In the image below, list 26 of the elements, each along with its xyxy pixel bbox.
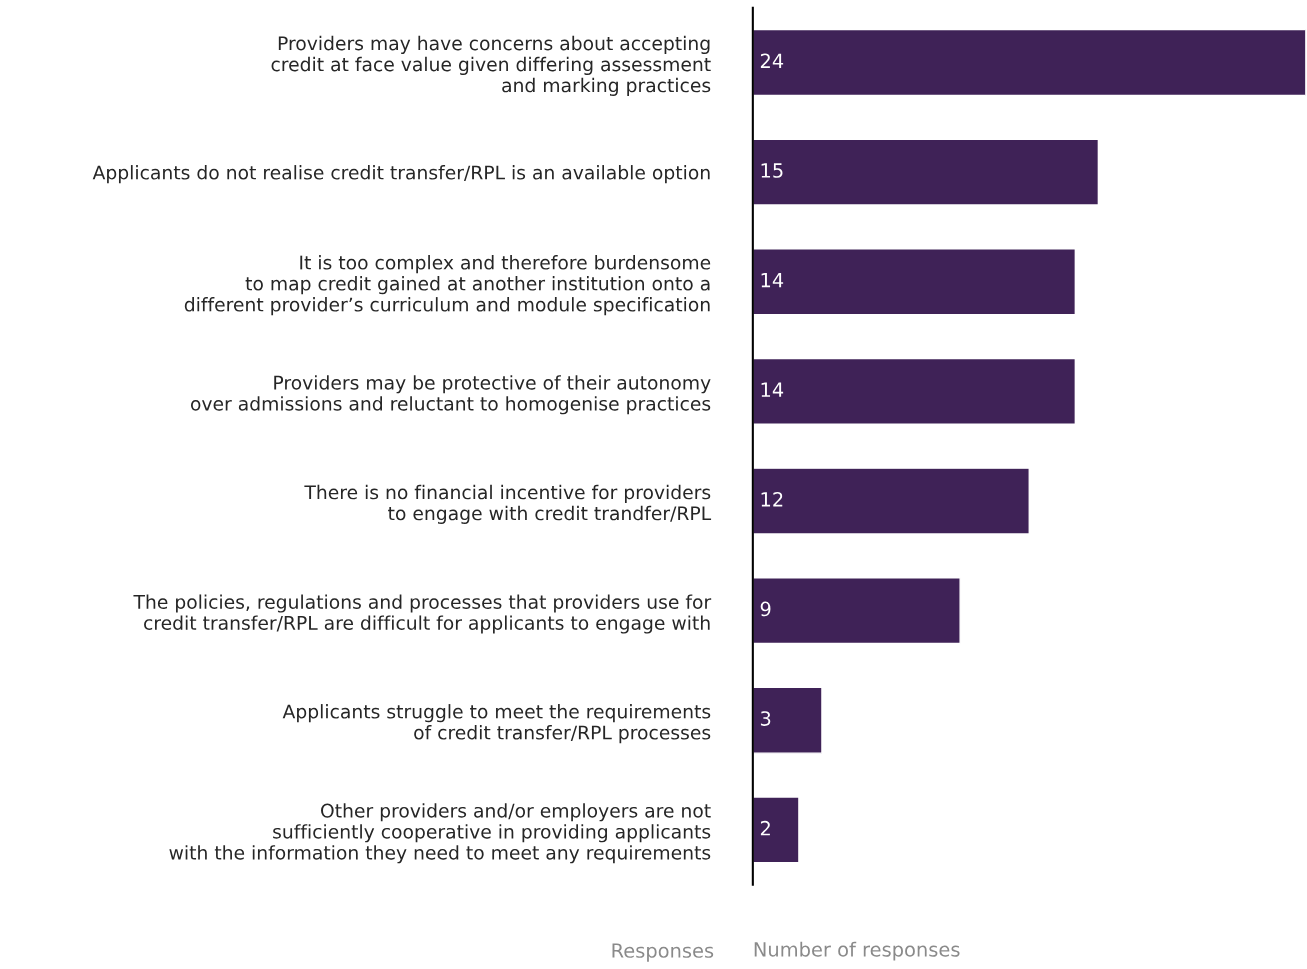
bar xyxy=(752,577,961,645)
data-label: 15 xyxy=(761,163,783,178)
y-tick-label: The policies, regulations and processes that providers use for credit transfer/RPL are difficult for applicants to engage with xyxy=(133,594,712,634)
y-tick-label: Other providers and/or employers are not sufficiently cooperative in providing applicants with the information they need to meet any requirements xyxy=(169,803,711,864)
bar xyxy=(752,28,1306,97)
data-label: 3 xyxy=(760,711,771,726)
bar xyxy=(752,357,1077,425)
data-label: 2 xyxy=(760,820,770,836)
bar xyxy=(752,138,1100,206)
y-tick-label: There is no financial incentive for providers to engage with credit trandfer/RPL xyxy=(304,484,712,524)
data-label: 9 xyxy=(760,601,771,617)
data-label: 14 xyxy=(761,382,784,397)
y-tick-label: Providers may have concerns about accepting credit at face value given differing assessment and marking practices xyxy=(271,35,711,96)
bar xyxy=(752,467,1030,535)
data-label: 14 xyxy=(761,272,784,288)
y-tick-label: Applicants do not realise credit transfer/RPL is an available option xyxy=(92,165,710,184)
y-tick-label: Providers may be protective of their autonomy over admissions and reluctant to homogenise practices xyxy=(190,375,711,415)
data-label: 12 xyxy=(761,491,783,507)
x-axis-title: Number of responses xyxy=(754,941,960,961)
bar xyxy=(752,796,800,864)
y-tick-label: Applicants struggle to meet the requirements of credit transfer/RPL processes xyxy=(282,704,711,744)
bar xyxy=(752,248,1077,316)
data-label: 24 xyxy=(760,53,784,68)
y-axis-title: Responses xyxy=(612,943,714,962)
bar xyxy=(752,686,823,754)
y-tick-label: It is too complex and therefore burdensome to map credit gained at another institution onto a different provider’s curriculum and module specification xyxy=(184,255,711,316)
